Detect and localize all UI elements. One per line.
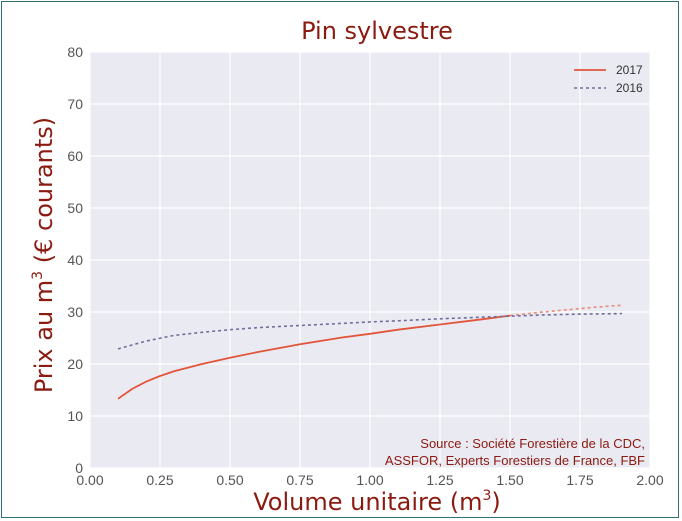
source-line-2: ASSFOR, Experts Forestiers de France, FB…: [385, 453, 645, 468]
series-line-2017-extension: [509, 304, 623, 317]
y-axis-title-sup: 3: [30, 271, 46, 280]
x-tick-label: 1.00: [356, 472, 383, 488]
source-line-1: Source : Société Forestière de la CDC,: [420, 436, 645, 451]
x-axis-title-main: Volume unitaire (m: [253, 488, 482, 516]
y-axis-title: Prix au m3 (€ courants): [30, 117, 58, 393]
x-axis-title-sup: 3: [482, 488, 491, 504]
y-tick-label: 80: [67, 44, 83, 60]
tick-labels: 0.00 0.25 0.50 0.75 1.00 1.25 1.50 1.75 2.00 0 10 2…: [67, 44, 663, 488]
legend-label-2016: 2016: [616, 81, 643, 95]
y-tick-label: 10: [67, 408, 83, 424]
x-tick-label: 0.50: [216, 472, 243, 488]
series-line-2016: [117, 312, 623, 350]
y-tick-label: 70: [67, 96, 83, 112]
x-tick-label: 0.25: [146, 472, 173, 488]
y-tick-label: 50: [67, 200, 83, 216]
series-lines: [117, 304, 623, 400]
x-tick-label: 1.50: [496, 472, 523, 488]
series-line-2017: [117, 314, 511, 400]
x-tick-label: 0.75: [286, 472, 313, 488]
y-axis-title-main: Prix au m: [30, 280, 58, 393]
source-note: Source : Société Forestière de la CDC, A…: [385, 436, 645, 468]
x-tick-label: 2.00: [636, 472, 663, 488]
y-axis-title-end: (€ courants): [30, 117, 58, 271]
y-tick-label: 40: [67, 252, 83, 268]
y-tick-label: 0: [75, 460, 83, 476]
y-tick-label: 20: [67, 356, 83, 372]
y-tick-label: 60: [67, 148, 83, 164]
x-axis-title: Volume unitaire (m3): [253, 488, 501, 516]
x-tick-label: 1.75: [566, 472, 593, 488]
x-tick-label: 0.00: [76, 472, 103, 488]
y-tick-label: 30: [67, 304, 83, 320]
grid: [89, 51, 651, 469]
x-tick-label: 1.25: [426, 472, 453, 488]
legend: 2017 2016: [574, 63, 643, 95]
chart-title: Pin sylvestre: [301, 17, 453, 45]
legend-label-2017: 2017: [616, 63, 643, 77]
x-axis-title-end: ): [491, 488, 500, 516]
